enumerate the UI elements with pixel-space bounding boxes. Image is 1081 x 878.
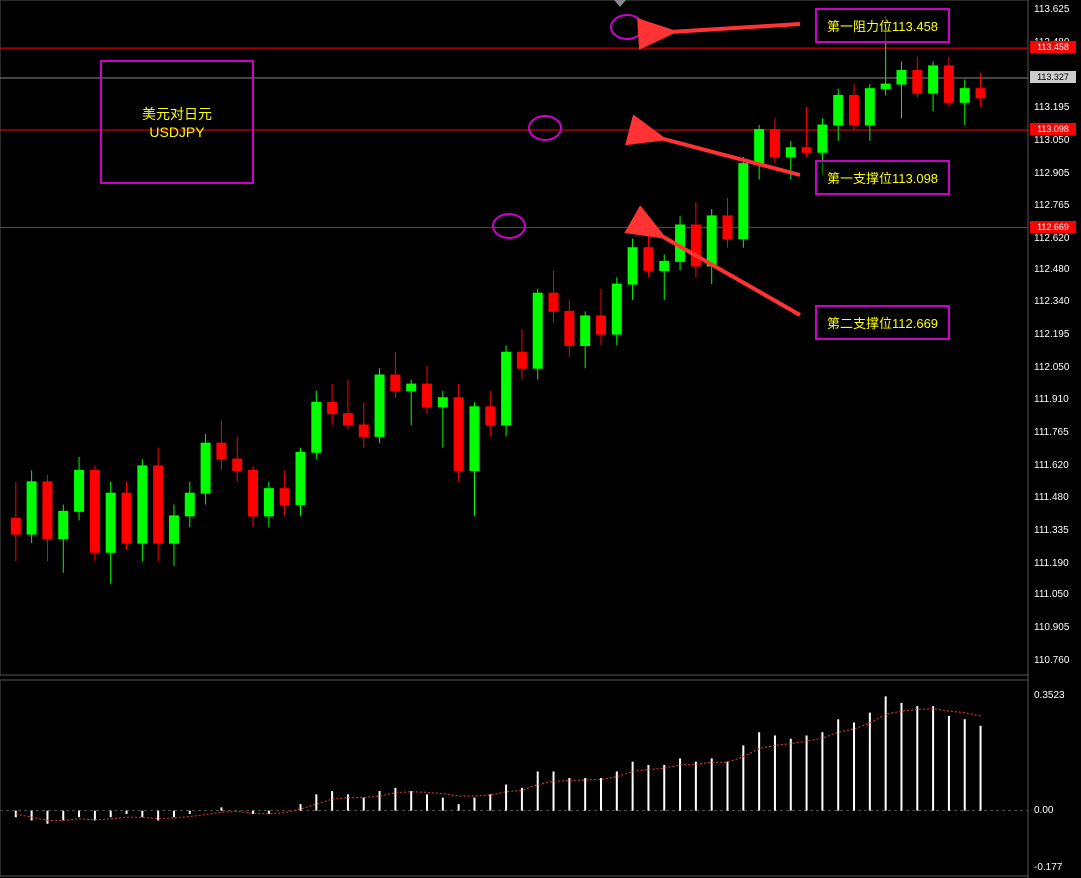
y-tick-label: 112.620 bbox=[1034, 233, 1069, 244]
price-tag: 113.327 bbox=[1030, 71, 1076, 83]
y-tick-label: 112.765 bbox=[1034, 200, 1069, 211]
y-tick-label: 113.625 bbox=[1034, 4, 1069, 15]
sub-y-tick-label: -0.177 bbox=[1034, 862, 1062, 873]
price-tag: 112.669 bbox=[1030, 221, 1076, 233]
sub-y-tick-label: 0.3523 bbox=[1034, 690, 1065, 701]
annotation-box: 第一支撑位113.098 bbox=[815, 160, 950, 195]
y-tick-label: 111.765 bbox=[1034, 427, 1069, 438]
y-tick-label: 113.050 bbox=[1034, 135, 1069, 146]
y-tick-label: 112.195 bbox=[1034, 329, 1069, 340]
sub-y-tick-label: 0.00 bbox=[1034, 805, 1053, 816]
y-tick-label: 112.480 bbox=[1034, 264, 1069, 275]
y-tick-label: 111.620 bbox=[1034, 460, 1069, 471]
chart-container: 美元对日元 USDJPY 第一阻力位113.458 第一支撑位113.098 第二支… bbox=[0, 0, 1081, 878]
price-tag: 113.458 bbox=[1030, 41, 1076, 53]
y-tick-label: 112.340 bbox=[1034, 296, 1069, 307]
y-tick-label: 111.335 bbox=[1034, 525, 1069, 536]
y-tick-label: 110.760 bbox=[1034, 655, 1069, 666]
y-tick-label: 112.050 bbox=[1034, 362, 1069, 373]
y-tick-label: 110.905 bbox=[1034, 622, 1069, 633]
annotation-box: 第二支撑位112.669 bbox=[815, 305, 950, 340]
title-box: 美元对日元 USDJPY bbox=[100, 60, 254, 184]
y-tick-label: 111.480 bbox=[1034, 492, 1069, 503]
price-tag: 113.098 bbox=[1030, 123, 1076, 135]
title-line2: USDJPY bbox=[149, 124, 204, 140]
annotation-box: 第一阻力位113.458 bbox=[815, 8, 950, 43]
title-line1: 美元对日元 bbox=[142, 104, 212, 124]
y-tick-label: 112.905 bbox=[1034, 168, 1069, 179]
y-tick-label: 111.190 bbox=[1034, 558, 1069, 569]
y-tick-label: 111.050 bbox=[1034, 589, 1069, 600]
y-tick-label: 113.195 bbox=[1034, 102, 1069, 113]
y-tick-label: 111.910 bbox=[1034, 394, 1069, 405]
